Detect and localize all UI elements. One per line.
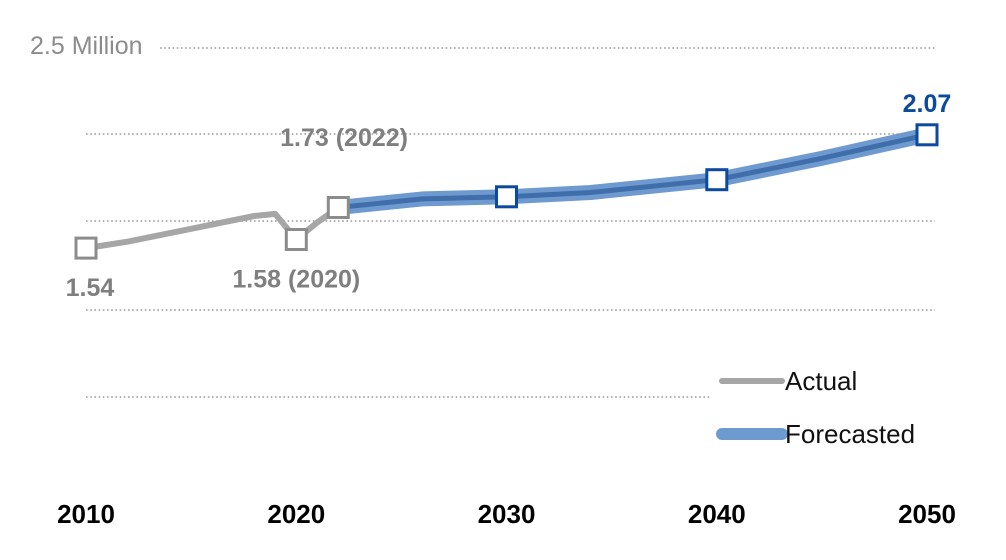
legend-label-forecasted: Forecasted bbox=[785, 419, 915, 449]
marker-forecasted-2030 bbox=[495, 185, 518, 209]
grid-layer: 2.5 Million bbox=[30, 32, 935, 398]
legend-label-actual: Actual bbox=[785, 366, 857, 396]
marker-actual-2020 bbox=[284, 228, 308, 251]
data-label-1-54: 1.54 bbox=[66, 274, 115, 302]
data-label-1-73-2022: 1.73 (2022) bbox=[280, 124, 408, 152]
marker-forecasted-2050 bbox=[915, 123, 939, 147]
x-tick-label-2020: 2020 bbox=[267, 499, 325, 529]
marker-actual-2010 bbox=[74, 236, 98, 260]
data-label-1-58-2020: 1.58 (2020) bbox=[232, 266, 360, 294]
series-layer bbox=[83, 127, 935, 252]
legend: Actual Forecasted bbox=[716, 366, 915, 449]
x-tick-label-2040: 2040 bbox=[688, 499, 746, 529]
x-tick-label-2050: 2050 bbox=[898, 499, 956, 529]
x-tick-label-2030: 2030 bbox=[478, 499, 536, 529]
series-line-forecasted-core bbox=[335, 132, 930, 210]
x-axis-ticks: 2010 2020 2030 2040 2050 bbox=[57, 499, 956, 529]
x-tick-label-2010: 2010 bbox=[57, 499, 115, 529]
series-line-actual bbox=[83, 204, 342, 252]
marker-forecasted-2040 bbox=[705, 168, 729, 192]
data-label-2-07: 2.07 bbox=[903, 90, 952, 118]
marker-actual-2022 bbox=[326, 196, 350, 219]
marker-layer bbox=[74, 123, 939, 260]
label-layer: 1.54 1.58 (2020) 1.73 (2022) 2.07 bbox=[66, 90, 952, 302]
y-axis-top-label: 2.5 Million bbox=[30, 32, 143, 60]
